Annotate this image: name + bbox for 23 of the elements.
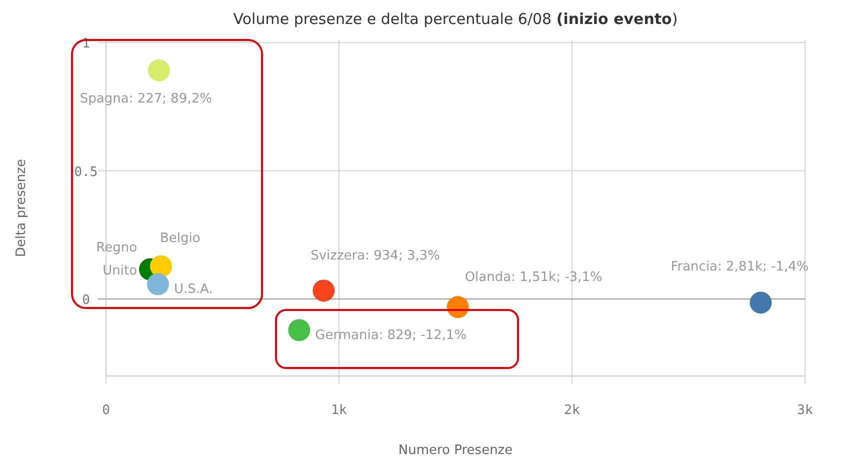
point	[288, 319, 310, 342]
data-label: Spagna: 227; 89,2%	[80, 91, 212, 106]
data-label: Olanda: 1,51k; -3,1%	[464, 270, 602, 286]
point	[150, 255, 172, 278]
x-axis-title: Numero Presenze	[398, 443, 513, 458]
x-tick-label: 0	[102, 403, 110, 418]
data-label: Germania: 829; -12,1%	[315, 328, 467, 344]
data-label: Regno Unito	[96, 240, 138, 278]
chart-title: Volume presenze e delta percentuale 6/08 (inizio evento)	[233, 10, 678, 28]
data-label: Belgio	[160, 231, 200, 246]
point	[146, 273, 169, 296]
point	[148, 59, 170, 82]
y-tick-label: 0.5	[74, 164, 98, 180]
x-tick-label: 1k	[331, 403, 347, 418]
x-tick-label: 2k	[564, 403, 580, 418]
data-label: Svizzera: 934; 3,3%	[310, 248, 440, 264]
point	[750, 292, 772, 314]
x-tick-label: 3k	[797, 403, 813, 418]
y-tick-label: 0	[82, 293, 90, 308]
data-label: Francia: 2,81k; -1,4%	[670, 260, 809, 275]
y-axis-title: Delta presenze	[14, 159, 29, 257]
data-label: U.S.A.	[174, 282, 213, 298]
point	[312, 280, 335, 302]
